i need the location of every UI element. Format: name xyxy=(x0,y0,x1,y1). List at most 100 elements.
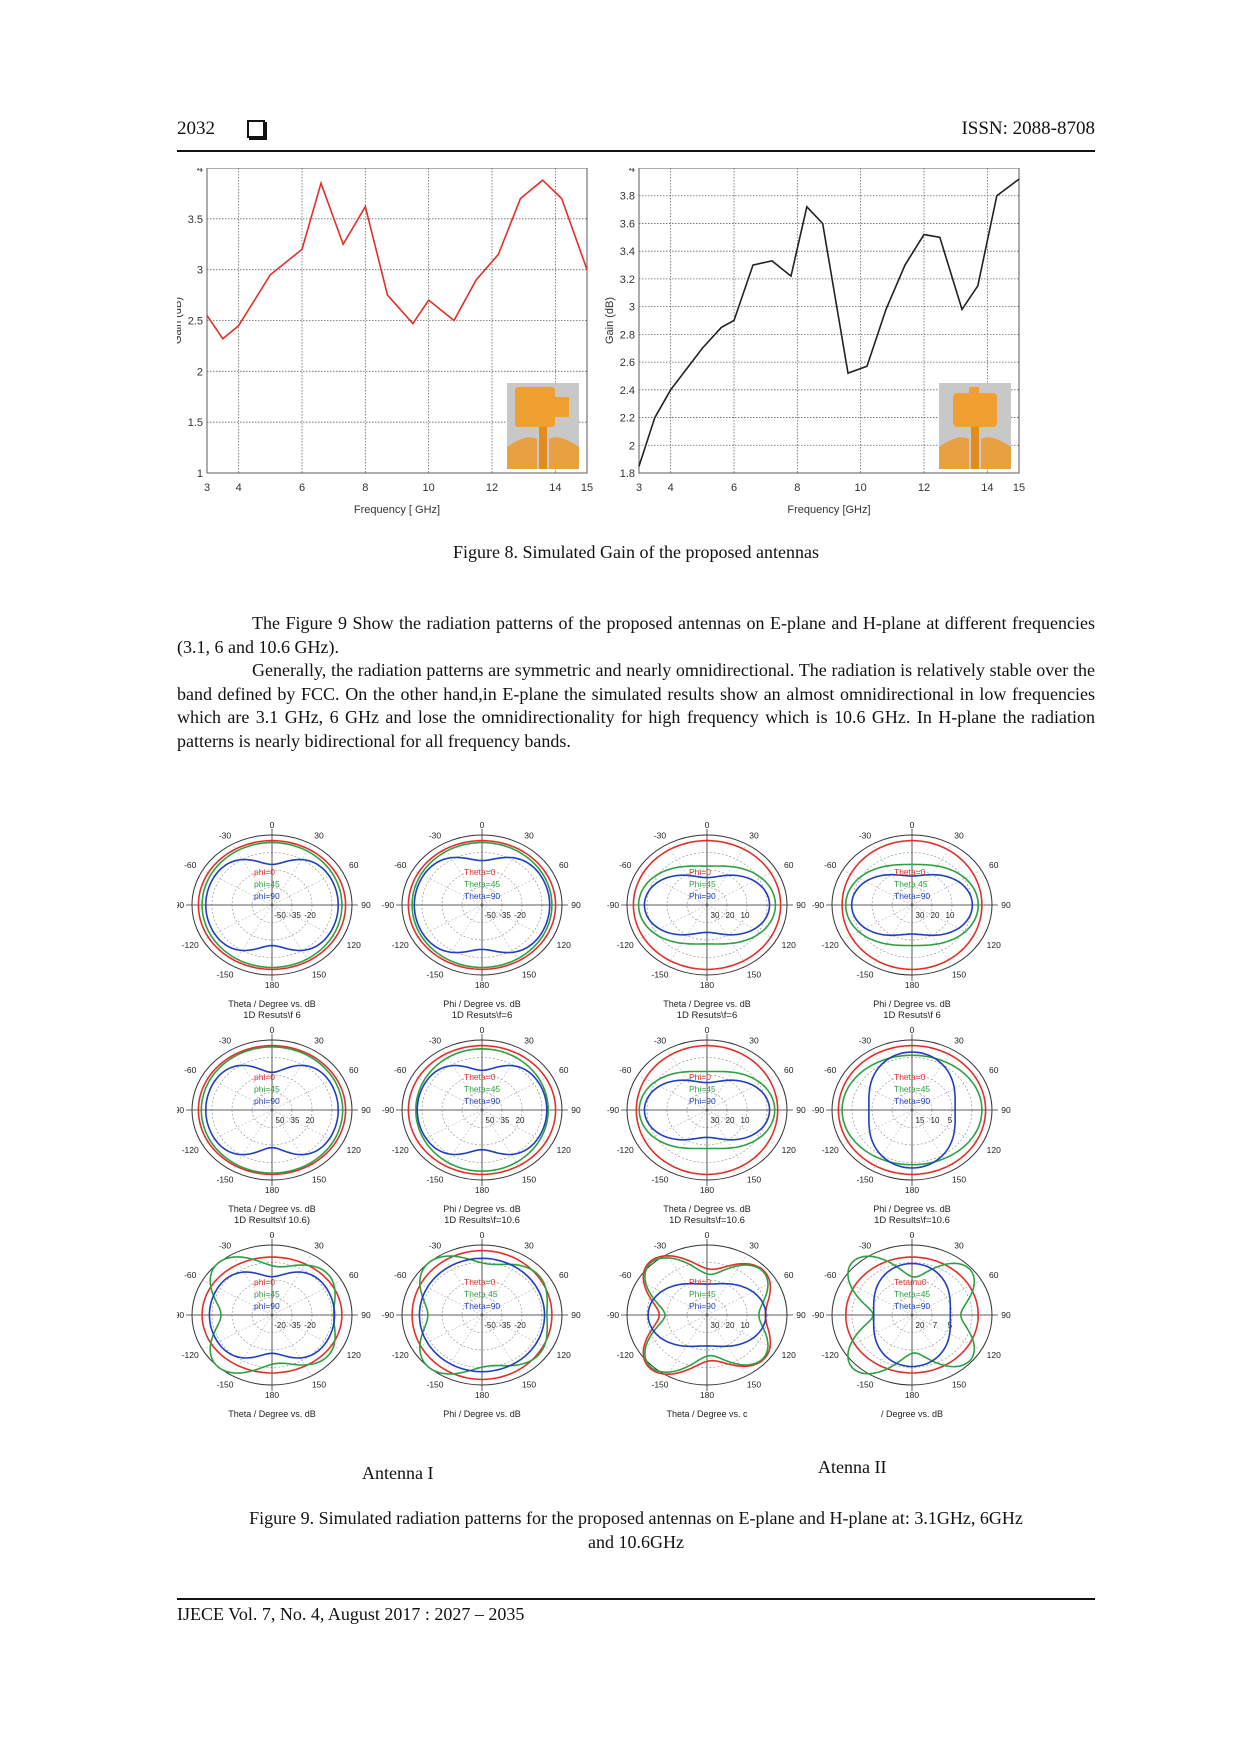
gain-data-point xyxy=(996,195,998,197)
polar-spoke xyxy=(637,869,708,906)
polar-ring-label: 20 xyxy=(726,1116,735,1125)
polar-angle-label: 90 xyxy=(361,900,371,910)
polar-angle-label: 60 xyxy=(989,860,999,870)
pattern-curve xyxy=(841,839,983,971)
polar-spoke xyxy=(842,869,913,906)
polar-angle-label: 0 xyxy=(480,820,485,830)
y-tick-label: 3.5 xyxy=(188,214,203,226)
pattern-curve xyxy=(204,858,340,952)
legend-entry: phi=45 xyxy=(254,1084,280,1094)
polar-angle-label: 0 xyxy=(270,820,275,830)
pattern-curve xyxy=(208,1271,336,1359)
polar-plot-footer: Phi / Degree vs. dB xyxy=(873,999,951,1009)
polar-spoke xyxy=(441,843,483,906)
polar-angle-label: 150 xyxy=(522,1380,536,1390)
legend-entry: Theta=90 xyxy=(464,1096,500,1106)
polar-angle-label: -150 xyxy=(651,1380,668,1390)
polar-ring-label: 10 xyxy=(741,911,750,920)
x-tick-label: 10 xyxy=(423,482,435,494)
y-axis-label: Gain (dB) xyxy=(604,297,616,344)
figure-8-caption: Figure 8. Simulated Gain of the proposed… xyxy=(453,542,819,562)
y-tick-label: 2.6 xyxy=(620,357,635,369)
gain-data-point xyxy=(320,182,322,184)
polar-angle-label: 90 xyxy=(796,1310,806,1320)
polar-angle-label: -150 xyxy=(216,1380,233,1390)
polar-spoke xyxy=(842,1109,913,1146)
figure-9-caption-line-2: and 10.6GHz xyxy=(588,1532,684,1552)
polar-plot-title: 1D Results\f 10.6) xyxy=(234,1215,310,1226)
polar-angle-label: -120 xyxy=(617,1350,634,1360)
polar-ring-label: 30 xyxy=(711,1116,720,1125)
ground-plane-right xyxy=(549,437,579,469)
polar-plot-footer: Theta / Degree vs. dB xyxy=(228,1409,316,1419)
polar-plot: 1D Results\f=10.6 0 30 60 90 120 150 180 -150 -12… xyxy=(812,1215,1011,1419)
polar-spoke xyxy=(271,843,313,906)
polar-spoke xyxy=(481,1279,552,1316)
antenna-inset-image xyxy=(939,383,1011,469)
polar-angle-label: -60 xyxy=(619,1270,632,1280)
polar-plot-footer: Theta / Degree vs. c xyxy=(666,1409,748,1419)
x-tick-label: 6 xyxy=(731,482,737,494)
patch-shape xyxy=(555,397,569,417)
polar-angle-label: -150 xyxy=(426,970,443,980)
polar-angle-label: 90 xyxy=(361,1310,371,1320)
page-number: 2032 xyxy=(177,118,215,139)
x-axis-label: Frequency [GHz] xyxy=(787,504,870,516)
polar-angle-label: 0 xyxy=(910,820,915,830)
polar-angle-label: 30 xyxy=(749,830,759,840)
gain-data-point xyxy=(771,260,773,262)
polar-spoke xyxy=(666,843,708,906)
polar-angle-label: -90 xyxy=(812,1310,825,1320)
gain-data-point xyxy=(752,264,754,266)
gain-data-point xyxy=(519,197,522,200)
polar-angle-label: -150 xyxy=(216,970,233,980)
polar-angle-label: 180 xyxy=(265,1390,279,1400)
polar-angle-label: 30 xyxy=(954,830,964,840)
gain-data-point xyxy=(206,314,208,317)
polar-ring-label: 20 xyxy=(916,1321,925,1330)
legend-entry: Phi=0 xyxy=(689,1072,711,1082)
polar-angle-label: -150 xyxy=(426,1175,443,1185)
polar-spoke xyxy=(271,1279,342,1316)
polar-angle-label: 120 xyxy=(557,1350,571,1360)
polar-angle-label: 0 xyxy=(705,820,710,830)
y-tick-label: 4 xyxy=(197,168,203,175)
polar-angle-label: 30 xyxy=(524,1240,534,1250)
polar-ring-label: -20 xyxy=(304,1321,316,1330)
polar-plot-footer: Theta / Degree vs. dB xyxy=(663,999,751,1009)
polar-spoke xyxy=(666,904,708,967)
figure-9-radiation-patterns: 1D Results\f=3.10306090120150180-150-120… xyxy=(177,820,1011,1419)
gain-data-point xyxy=(301,248,303,250)
legend-entry: Tetamu0 xyxy=(894,1277,927,1287)
polar-angle-label: -120 xyxy=(182,1145,199,1155)
polar-angle-label: 90 xyxy=(1001,900,1011,910)
legend-entry: Theta 45 xyxy=(464,1289,498,1299)
gain-data-point xyxy=(542,179,544,181)
body-text: The Figure 9 Show the radiation patterns… xyxy=(177,612,1095,753)
pattern-curve xyxy=(209,1256,336,1374)
gain-data-point xyxy=(364,206,366,208)
y-tick-label: 3.6 xyxy=(620,218,635,230)
polar-angle-label: 120 xyxy=(557,940,571,950)
polar-spoke xyxy=(202,904,273,941)
polar-angle-label: -30 xyxy=(219,1035,232,1045)
polar-angle-label: 30 xyxy=(314,830,324,840)
polar-spoke xyxy=(911,869,982,906)
gain-data-point xyxy=(1018,178,1020,180)
y-tick-label: 3.2 xyxy=(620,274,635,286)
polar-angle-label: 60 xyxy=(784,1270,794,1280)
x-tick-label: 10 xyxy=(855,482,867,494)
x-tick-label: 3 xyxy=(204,482,210,494)
polar-angle-label: -120 xyxy=(617,1145,634,1155)
polar-spoke xyxy=(202,1279,273,1316)
polar-angle-label: -90 xyxy=(177,1310,184,1320)
polar-spoke xyxy=(871,1048,913,1111)
pattern-curve xyxy=(872,1262,952,1368)
polar-ring-label: 15 xyxy=(916,1116,925,1125)
polar-angle-label: -60 xyxy=(619,1065,632,1075)
pattern-curve xyxy=(413,856,551,954)
legend-entry: Theta 45 xyxy=(894,879,928,889)
pattern-curve xyxy=(841,1054,983,1166)
y-tick-label: 4 xyxy=(629,168,635,175)
y-tick-label: 2.5 xyxy=(188,316,203,328)
